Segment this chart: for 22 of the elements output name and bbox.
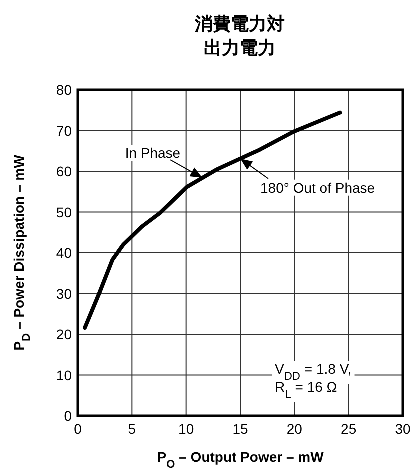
x-tick-label: 25 [341,421,357,437]
x-tick-label: 10 [178,421,194,437]
annotation: V$_{DD}$ = 1.8 V, [275,361,352,383]
y-tick-label: 40 [56,245,72,261]
chart-title: 消費電力対出力電力 [194,13,286,60]
y-tick-label: 70 [56,122,72,139]
y-tick-label: 50 [56,204,72,220]
annotation: R$_{L}$ = 16 Ω [275,379,338,401]
y-tick-label: 20 [56,326,72,342]
x-tick-label: 20 [286,421,303,437]
y-tick-label: 10 [56,367,72,384]
x-tick-label: 5 [128,421,136,437]
y-tick-label: 60 [56,164,72,180]
x-tick-label: 30 [395,421,411,437]
x-axis-title: P$_{O}$ – Output Power – mW [157,449,325,471]
x-tick-label: 15 [232,421,248,437]
y-tick-label: 80 [56,82,72,98]
y-tick-label: 30 [56,286,72,302]
y-tick-label: 0 [64,408,72,424]
annotation: 180° Out of Phase [260,180,376,196]
annotation: In Phase [125,145,181,162]
x-tick-label: 0 [74,421,82,437]
